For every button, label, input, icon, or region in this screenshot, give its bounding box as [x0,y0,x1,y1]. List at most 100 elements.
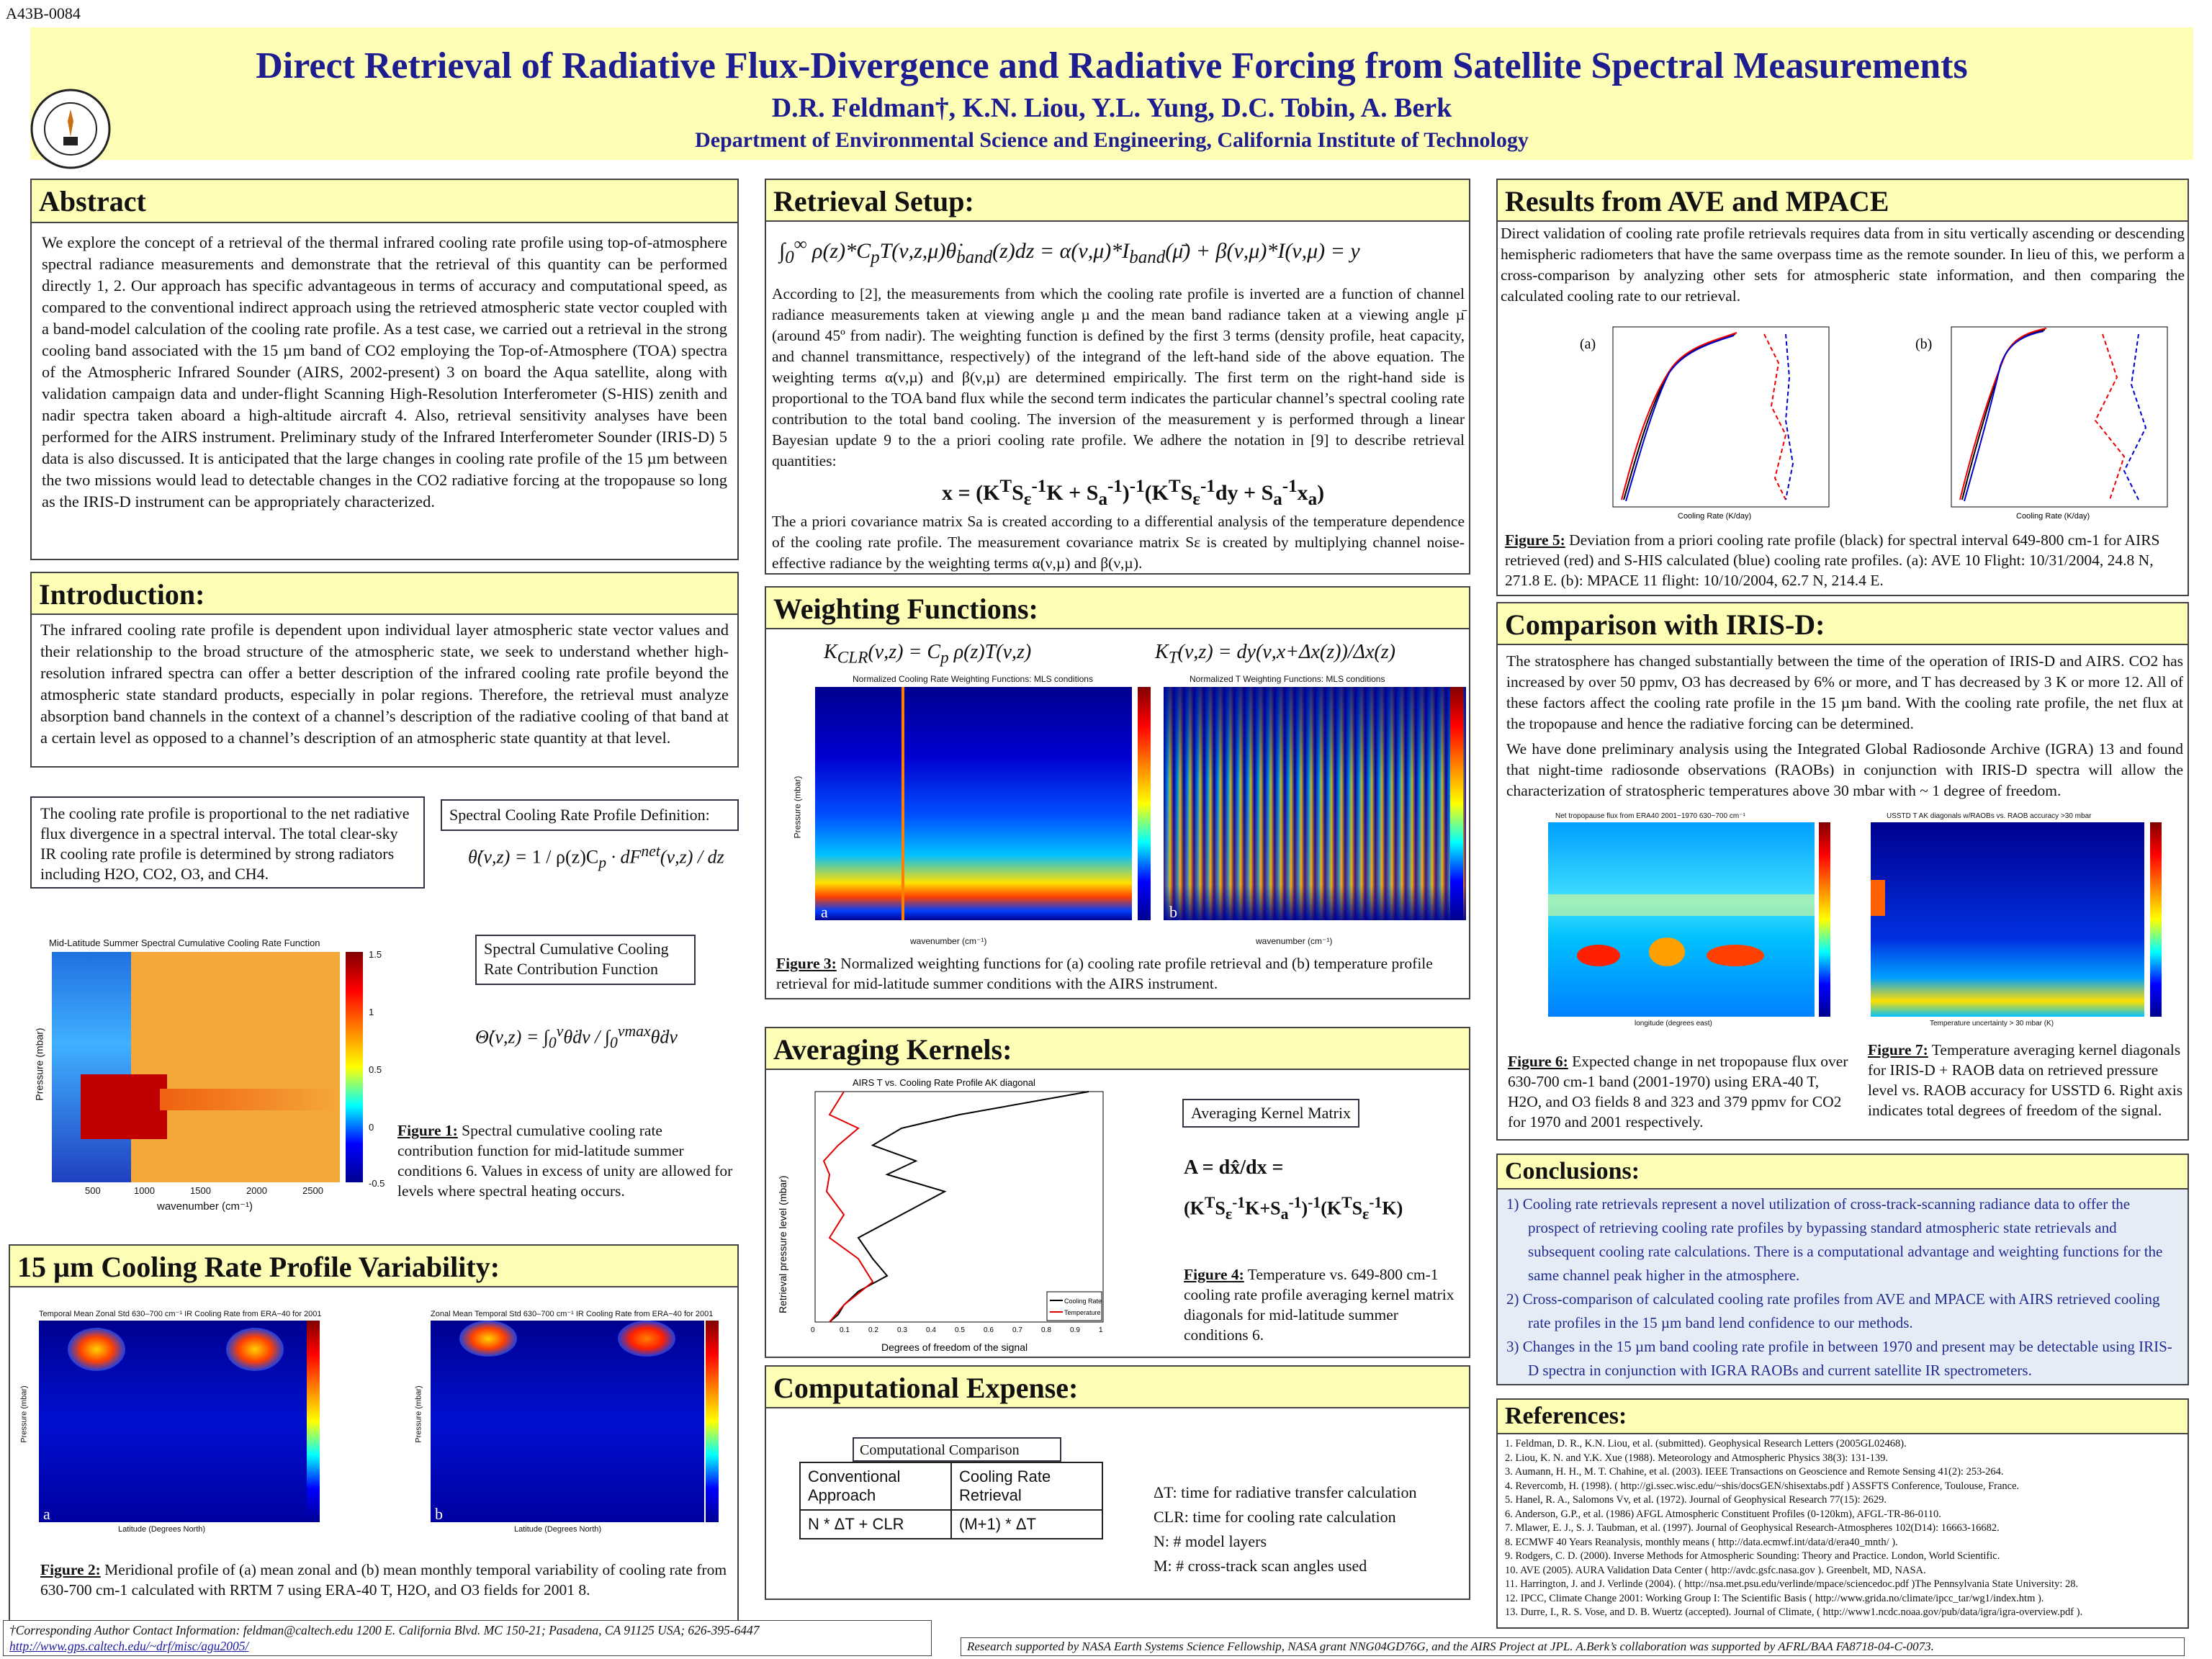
fig2a-label: a [43,1505,50,1522]
fig5a-plot: (a) Cooling Rate (K/day) [1580,326,1830,521]
fig5b-label: (b) [1915,336,1932,352]
fig3-caption-label: Figure 3: [776,955,837,972]
fig7-heatmap [1871,822,2144,1017]
fig6-title: Net tropopause flux from ERA40 2001−1970… [1555,812,1745,820]
footer-contact-text: †Corresponding Author Contact Informatio… [9,1623,760,1637]
fig4-xlabel: Degrees of freedom of the signal [881,1341,1028,1353]
reference-item: 4. Revercomb, H. (1998). ( http://gi.sse… [1505,1480,2020,1492]
fig3b-xlabel: wavenumber (cm⁻¹) [1256,936,1333,946]
fig1-colorbar [346,952,363,1182]
fig5a-xlabel: Cooling Rate (K/day) [1678,512,1751,521]
ak-equation: A = dx̂/dx = [1184,1156,1284,1179]
conclusion-item: 1) Cooling rate retrievals represent a n… [1506,1195,2163,1284]
fig1-title: Mid-Latitude Summer Spectral Cumulative … [49,938,320,948]
iris-text-1: The stratosphere has changed substantial… [1506,652,2183,732]
fig1-caption-text: Spectral cumulative cooling rate contrib… [397,1122,733,1200]
x-tick-label: 0.6 [984,1326,994,1334]
fig3b-title: Normalized T Weighting Functions: MLS co… [1190,674,1385,684]
fig2-caption-label: Figure 2: [40,1561,101,1578]
expense-note: N: # model layers [1154,1532,1267,1550]
fig2b-xlabel: Latitude (Degrees North) [514,1525,602,1534]
fig7-caption-text: Temperature averaging kernel diagonals f… [1868,1041,2183,1119]
reference-item: 7. Mlawer, E. J., S. J. Taubman, et al. … [1505,1522,2000,1534]
reference-item: 9. Rodgers, C. D. (2000). Inverse Method… [1505,1550,2000,1562]
fig1-cbar-tick: 1 [369,1007,374,1017]
fig3-caption: Figure 3: Normalized weighting functions… [776,953,1460,994]
fig2b-label: b [435,1505,443,1522]
setup-text: According to [2], the measurements from … [772,285,1465,469]
reference-item: 6. Anderson, G.P., et al. (1986) AFGL At… [1505,1508,1941,1520]
x-tick-label: 0.4 [926,1326,936,1334]
introduction-panel: The infrared cooling rate profile is dep… [30,613,739,768]
footer-contact: †Corresponding Author Contact Informatio… [3,1620,932,1656]
results-panel: Direct validation of cooling rate profil… [1496,220,2189,596]
fig7-xlabel: Temperature uncertainty > 30 mbar (K) [1930,1020,2054,1028]
results-heading: Results from AVE and MPACE [1496,179,2189,224]
weighting-panel: KCLR(ν,z) = Cp ρ(z)T(ν,z) KT(ν,z) = dy(ν… [765,628,1470,999]
iris-heading: Comparison with IRIS-D: [1496,602,2189,647]
conclusion-item: 2) Cross-comparison of calculated coolin… [1506,1290,2160,1331]
expense-note: CLR: time for cooling rate calculation [1154,1508,1396,1526]
fig3a-ylabel: Pressure (mbar) [792,775,803,839]
expense-heading: Computational Expense: [765,1365,1470,1411]
table-cell: (M+1) * ΔT [950,1509,1103,1539]
x-tick-label: 0.9 [1070,1326,1080,1334]
fig7-caption: Figure 7: Temperature averaging kernel d… [1868,1040,2185,1120]
fig3a-colorbar [1138,687,1151,920]
x-tick-label: 0.1 [840,1326,850,1334]
fig4-caption: Figure 4: Temperature vs. 649-800 cm-1 c… [1184,1264,1457,1345]
averaging-heading: Averaging Kernels: [765,1027,1470,1072]
fig5b-xlabel: Cooling Rate (K/day) [2016,512,2090,521]
reference-item: 3. Aumann, H. H., M. T. Chahine, et al. … [1505,1466,2004,1478]
fig2b-colorbar [706,1321,719,1522]
poster-id: A43B-0084 [6,4,81,22]
x-tick-label: 0.5 [955,1326,965,1334]
fig3a-title: Normalized Cooling Rate Weighting Functi… [853,674,1093,684]
fig3-caption-text: Normalized weighting functions for (a) c… [776,955,1433,992]
fig1-cbar-tick: 0.5 [369,1064,382,1075]
fig6-colorbar [1819,822,1830,1017]
abstract-text: We explore the concept of a retrieval of… [42,233,727,511]
reference-item: 12. IPCC, Climate Change 2001: Working G… [1505,1592,2044,1604]
abstract-heading: Abstract [30,179,739,224]
fig6-xlabel: longitude (degrees east) [1635,1020,1712,1028]
results-text: Direct validation of cooling rate profil… [1501,225,2185,305]
variability-panel: Temporal Mean Zonal Std 630–700 cm⁻¹ IR … [9,1286,739,1622]
setup-heading: Retrieval Setup: [765,179,1470,224]
figure-1: Mid-Latitude Summer Spectral Cumulative … [36,936,431,1224]
fig1-caption-label: Figure 1: [397,1122,458,1139]
introduction-text: The infrared cooling rate profile is dep… [40,621,729,747]
fig1-cbar-tick: -0.5 [369,1178,385,1189]
cooling-rate-box: The cooling rate profile is proportional… [30,796,425,889]
fig1-heatmap [52,952,340,1182]
reference-item: 13. Durre, I., R. S. Vose, and D. B. Wue… [1505,1606,2083,1618]
x-tick-label: 0.8 [1041,1326,1051,1334]
iris-text-2: We have done preliminary analysis using … [1506,740,2183,799]
fig4-chart: AIRS T vs. Cooling Rate Profile AK diago… [777,1077,1104,1353]
fig5-caption: Figure 5: Deviation from a priori coolin… [1505,530,2182,590]
fig2a-heatmap: a [39,1321,313,1522]
fig3a-xlabel: wavenumber (cm⁻¹) [910,936,987,946]
introduction-heading: Introduction: [30,572,739,617]
fig5-caption-text: Deviation from a priori cooling rate pro… [1505,531,2160,589]
x-tick-label: 0 [811,1326,815,1334]
footer-url-link[interactable]: http://www.gps.caltech.edu/~drf/misc/agu… [9,1639,249,1653]
fig2-caption: Figure 2: Meridional profile of (a) mean… [40,1560,732,1600]
fig1-xtick: 500 [85,1185,101,1196]
reference-item: 11. Harrington, J. and J. Verlinde (2004… [1505,1578,2079,1590]
table-cell: Conventional Approach [799,1462,952,1511]
conclusions-list: 1) Cooling rate retrievals represent a n… [1503,1192,2180,1382]
conclusions-heading: Conclusions: [1496,1154,2189,1190]
fig2a-colorbar [307,1321,320,1522]
references-heading: References: [1496,1398,2189,1434]
reference-item: 2. Liou, K. N. and Y.K. Xue (1988). Mete… [1505,1452,1889,1464]
fig4-caption-text: Temperature vs. 649-800 cm-1 cooling rat… [1184,1266,1455,1344]
fig2b-ylabel: Pressure (mbar) [414,1385,423,1443]
averaging-panel: AIRS T vs. Cooling Rate Profile AK diago… [765,1069,1470,1358]
ak-matrix-label: Averaging Kernel Matrix [1182,1099,1359,1128]
abstract-panel: We explore the concept of a retrieval of… [30,222,739,560]
fig1-xtick: 2000 [246,1185,267,1196]
cumulative-label: Spectral Cumulative Cooling Rate Contrib… [475,935,696,985]
cumulative-equation: Θ̇(ν,z) = ∫0νθ̇dν / ∫0νmaxθ̇dν [475,1022,678,1051]
fig1-xtick: 1000 [134,1185,155,1196]
